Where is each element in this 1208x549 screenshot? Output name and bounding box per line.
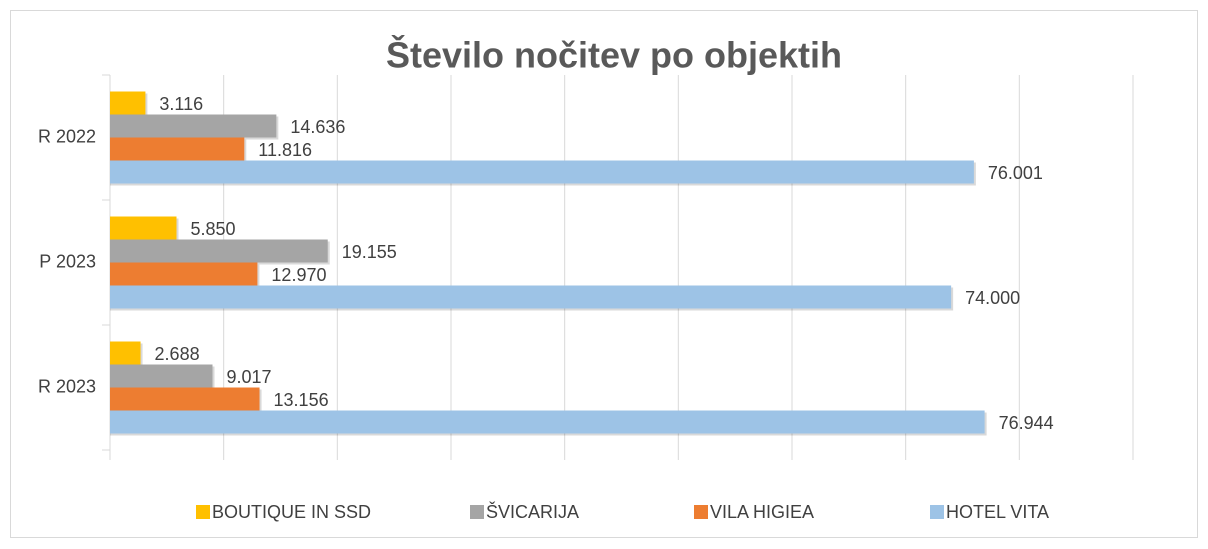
- y-tick-label: R 2022: [38, 126, 96, 146]
- bar: [110, 160, 974, 184]
- legend-swatch: [470, 505, 484, 519]
- bar: [110, 91, 146, 115]
- bar: [110, 387, 260, 411]
- legend-label: ŠVICARIJA: [486, 501, 579, 522]
- value-label: 3.116: [159, 94, 203, 114]
- bar: [110, 114, 277, 138]
- value-label: 12.970: [271, 265, 326, 285]
- value-label: 76.001: [988, 163, 1043, 183]
- legend-label: HOTEL VITA: [946, 502, 1049, 522]
- bar: [110, 216, 177, 240]
- value-label: 2.688: [155, 344, 200, 364]
- legend-swatch: [694, 505, 708, 519]
- bar: [110, 137, 245, 161]
- value-label: 14.636: [290, 117, 345, 137]
- y-tick-label: R 2023: [38, 376, 96, 396]
- legend-swatch: [196, 505, 210, 519]
- value-label: 9.017: [226, 367, 271, 387]
- chart-title: Število nočitev po objektih: [386, 34, 842, 76]
- bar: [110, 239, 328, 263]
- legend-label: BOUTIQUE IN SSD: [212, 502, 371, 522]
- value-label: 76.944: [999, 413, 1054, 433]
- value-label: 5.850: [190, 219, 235, 239]
- bar: [110, 285, 952, 309]
- value-label: 74.000: [965, 288, 1020, 308]
- bar: [110, 410, 985, 434]
- bar: [110, 341, 141, 365]
- legend-label: VILA HIGIEA: [710, 502, 814, 522]
- legend-swatch: [930, 505, 944, 519]
- y-tick-label: P 2023: [39, 251, 96, 271]
- bar: [110, 262, 258, 286]
- value-label: 19.155: [342, 242, 397, 262]
- bar: [110, 364, 213, 388]
- value-label: 13.156: [274, 390, 329, 410]
- value-label: 11.816: [258, 140, 312, 160]
